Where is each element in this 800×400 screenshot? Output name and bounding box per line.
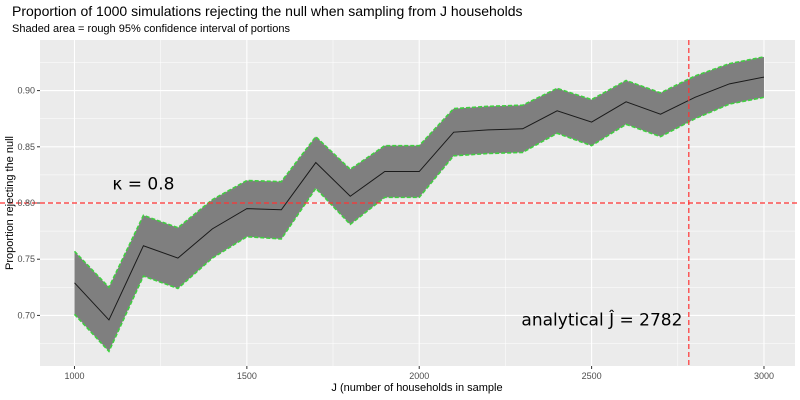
x-tick-label: 3000	[754, 371, 774, 381]
x-axis-title: J (number of households in sample	[331, 382, 502, 394]
reference-lines	[0, 40, 800, 366]
chart-title: Proportion of 1000 simulations rejecting…	[12, 3, 523, 19]
annotations: κ = 0.8 analytical Ĵ = 2782	[112, 175, 682, 331]
chart-subtitle: Shaded area = rough 95% confidence inter…	[12, 23, 290, 35]
x-axis: 1000 1500 2000 2500 3000	[64, 366, 774, 381]
y-tick-label: 0.90	[17, 86, 35, 96]
ribbon-upper-edge	[73, 56, 765, 289]
y-tick-label: 0.70	[17, 310, 35, 320]
x-tick-label: 2000	[409, 371, 429, 381]
confidence-ribbon	[74, 56, 764, 352]
x-tick-label: 1500	[237, 371, 257, 381]
x-tick-label: 1000	[64, 371, 84, 381]
annotation-label: analytical Ĵ = 2782	[521, 310, 682, 331]
ribbon-lower-edge	[73, 96, 765, 353]
y-axis: 0.70 0.75 0.80 0.85 0.90	[17, 86, 40, 320]
x-tick-label: 2500	[582, 371, 602, 381]
y-tick-label: 0.85	[17, 142, 35, 152]
series-line	[74, 76, 765, 321]
y-tick-label: 0.80	[17, 198, 35, 208]
confidence-ribbon-layer	[73, 56, 765, 353]
y-tick-label: 0.75	[17, 254, 35, 264]
annotation-label: κ = 0.8	[112, 175, 174, 195]
series-line-layer	[74, 76, 765, 321]
y-axis-title: Proportion rejecting the null	[4, 136, 16, 270]
